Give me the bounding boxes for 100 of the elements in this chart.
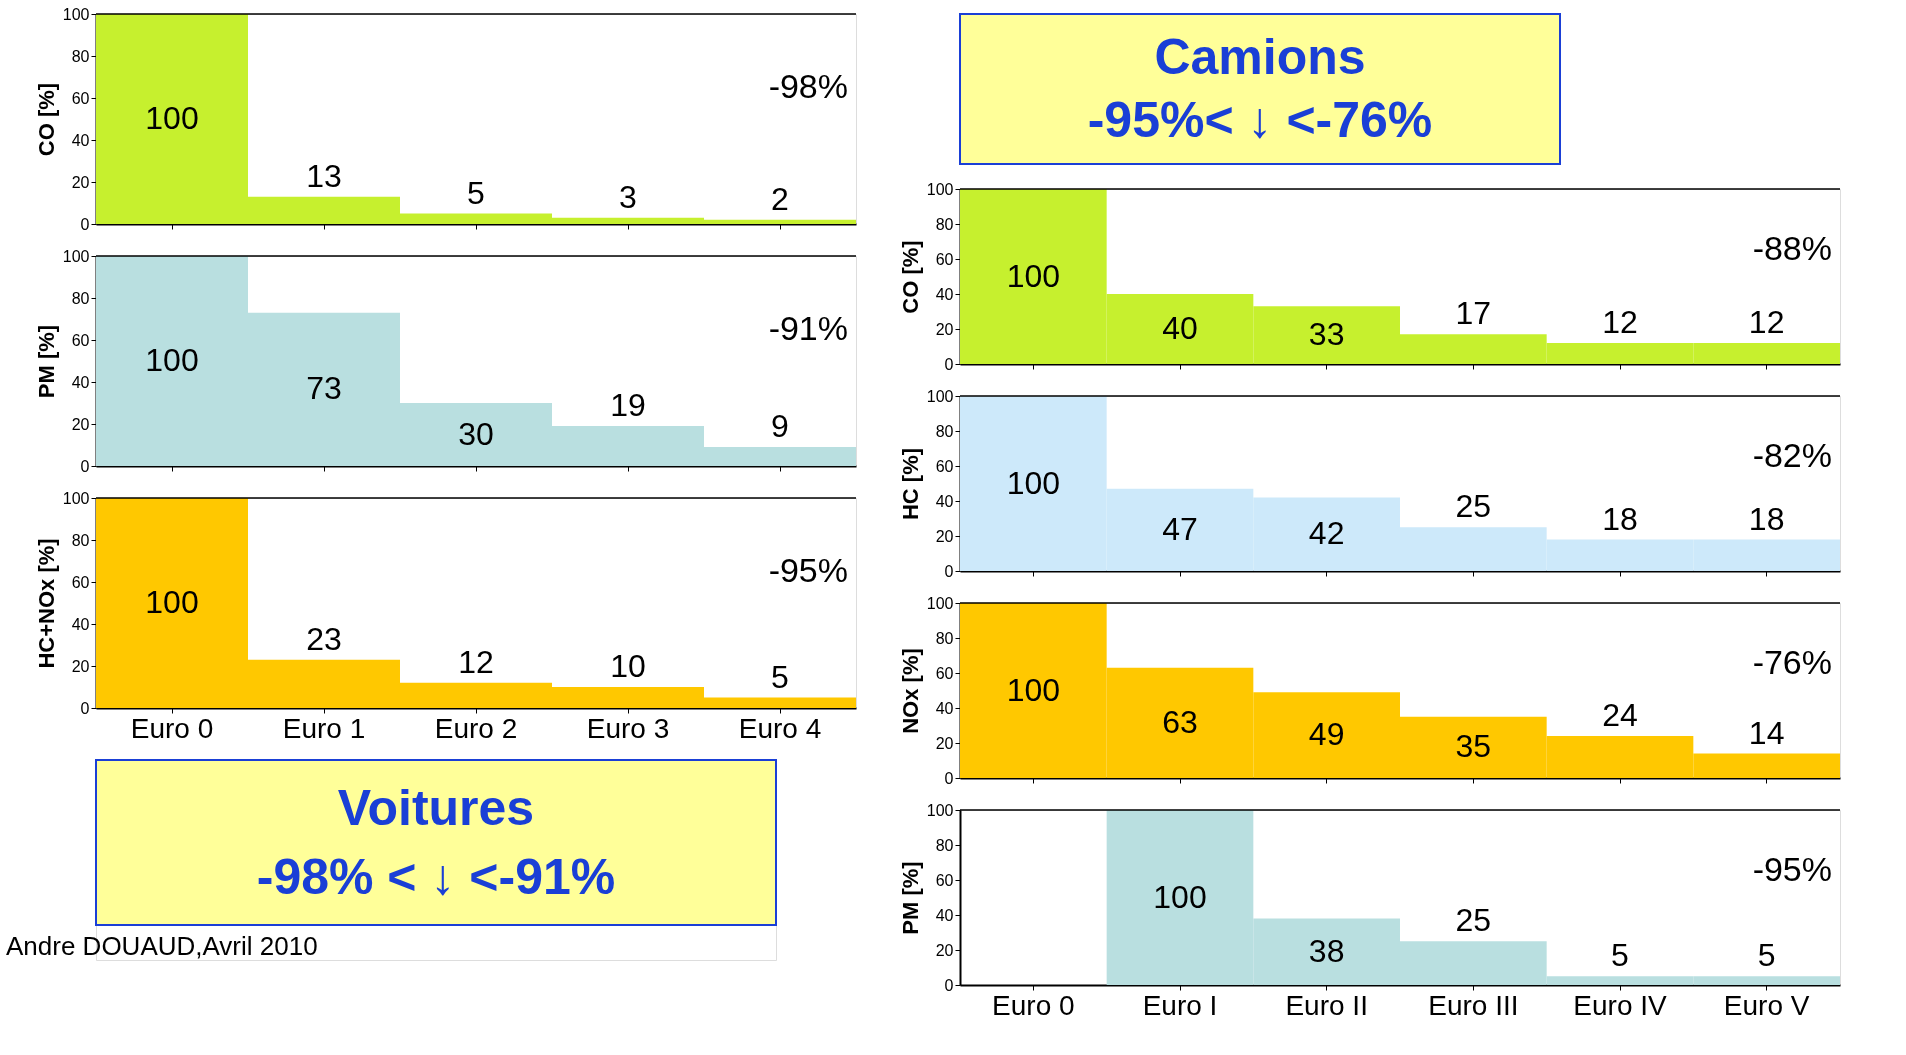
text: Camions — [1154, 29, 1366, 85]
y-tick-label: 20 — [71, 657, 90, 675]
text: -95%< ↓ <-76% — [1087, 92, 1433, 148]
text: Andre DOUAUD,Avril 2010 — [6, 931, 318, 961]
y-tick-label: 20 — [935, 527, 954, 545]
y-tick-label: 100 — [62, 489, 90, 507]
y-tick-label: 40 — [935, 492, 954, 510]
data-label: 10 — [610, 648, 646, 684]
y-tick-label: 60 — [935, 871, 954, 889]
annotation: -82% — [1752, 436, 1832, 475]
data-label: 100 — [1006, 464, 1061, 501]
y-tick-label: 0 — [944, 562, 954, 580]
data-label: 5 — [771, 658, 789, 695]
y-axis-title: HC+NOx [%] — [33, 538, 59, 669]
data-label: 18 — [1748, 500, 1785, 537]
x-tick-label: Euro 0 — [992, 989, 1075, 1021]
y-tick-label: 0 — [80, 215, 90, 233]
y-tick-label: 60 — [71, 573, 90, 591]
y-tick-label: 100 — [62, 5, 90, 23]
annotation: -91% — [768, 308, 848, 347]
y-tick-label: 0 — [80, 699, 90, 717]
y-tick-label: 100 — [926, 801, 954, 819]
y-axis-title: HC [%] — [897, 447, 923, 521]
x-tick-label: Euro 2 — [434, 712, 518, 744]
data-label: 25 — [1455, 902, 1492, 939]
x-tick-label: Euro II — [1285, 989, 1368, 1021]
y-tick-label: 100 — [926, 180, 954, 198]
x-tick-label: Euro V — [1723, 989, 1810, 1021]
y-tick-label: 80 — [935, 836, 954, 854]
data-label: 40 — [1162, 310, 1198, 346]
text: -98% < ↓ <-91% — [256, 848, 616, 905]
data-label: 19 — [610, 387, 646, 424]
data-label: 12 — [1748, 304, 1785, 340]
data-label: 47 — [1162, 510, 1198, 547]
y-tick-label: 100 — [62, 247, 90, 265]
data-label: 2 — [771, 180, 789, 217]
y-tick-label: 80 — [935, 629, 954, 647]
y-tick-label: 20 — [935, 320, 954, 338]
data-label: 73 — [306, 370, 342, 407]
y-tick-label: 60 — [935, 250, 954, 268]
y-tick-label: 80 — [935, 215, 954, 233]
data-label: 33 — [1308, 316, 1345, 353]
data-label: 24 — [1602, 697, 1638, 733]
y-tick-label: 40 — [71, 131, 90, 149]
y-axis-title: NOx [%] — [897, 648, 923, 734]
y-tick-label: 0 — [944, 769, 954, 787]
data-label: 100 — [1006, 257, 1061, 294]
data-label: 35 — [1455, 728, 1492, 765]
y-tick-label: 20 — [935, 734, 954, 752]
data-label: 100 — [1006, 671, 1061, 708]
data-label: 23 — [306, 620, 342, 657]
y-tick-label: 60 — [935, 457, 954, 475]
text: Voitures — [337, 779, 535, 836]
data-label: 63 — [1162, 703, 1198, 740]
x-tick-label: Euro 1 — [282, 712, 366, 744]
y-tick-label: 80 — [71, 531, 90, 549]
data-label: 30 — [458, 415, 494, 452]
y-tick-label: 100 — [926, 594, 954, 612]
y-axis-title: CO [%] — [897, 240, 923, 314]
y-tick-label: 0 — [944, 355, 954, 373]
y-tick-label: 20 — [71, 415, 90, 433]
data-label: 5 — [1757, 937, 1776, 974]
y-tick-label: 40 — [935, 906, 954, 924]
annotation: -95% — [1752, 850, 1832, 889]
y-tick-label: 60 — [71, 89, 90, 107]
y-tick-label: 20 — [71, 173, 90, 191]
y-tick-label: 40 — [71, 615, 90, 633]
y-tick-label: 60 — [71, 331, 90, 349]
annotation: -76% — [1752, 643, 1832, 682]
y-tick-label: 100 — [926, 387, 954, 405]
y-tick-label: 20 — [935, 941, 954, 959]
annotation: -95% — [768, 550, 848, 589]
y-tick-label: 60 — [935, 664, 954, 682]
y-axis-title: PM [%] — [897, 861, 923, 935]
y-tick-label: 0 — [944, 976, 954, 994]
y-tick-label: 80 — [71, 47, 90, 65]
y-tick-label: 80 — [71, 289, 90, 307]
data-label: 100 — [145, 584, 199, 620]
data-label: 5 — [1611, 937, 1629, 974]
annotation: -88% — [1752, 229, 1832, 268]
data-label: 17 — [1455, 295, 1492, 332]
data-label: 14 — [1748, 714, 1785, 751]
data-label: 18 — [1602, 500, 1638, 537]
x-tick-label: Euro IV — [1573, 989, 1668, 1021]
data-label: 12 — [458, 643, 494, 680]
data-label: 13 — [306, 157, 342, 194]
x-tick-label: Euro I — [1142, 989, 1218, 1021]
y-tick-label: 40 — [71, 373, 90, 391]
y-tick-label: 40 — [935, 285, 954, 303]
x-tick-label: Euro 3 — [586, 712, 670, 744]
data-label: 100 — [145, 342, 199, 378]
data-label: 12 — [1602, 304, 1638, 340]
y-tick-label: 80 — [935, 422, 954, 440]
y-tick-label: 40 — [935, 699, 954, 717]
data-label: 42 — [1308, 515, 1345, 552]
data-label: 100 — [145, 100, 199, 136]
data-label: 5 — [467, 174, 485, 211]
annotation: -98% — [768, 66, 848, 105]
data-label: 3 — [619, 178, 637, 215]
data-label: 100 — [1153, 878, 1207, 915]
